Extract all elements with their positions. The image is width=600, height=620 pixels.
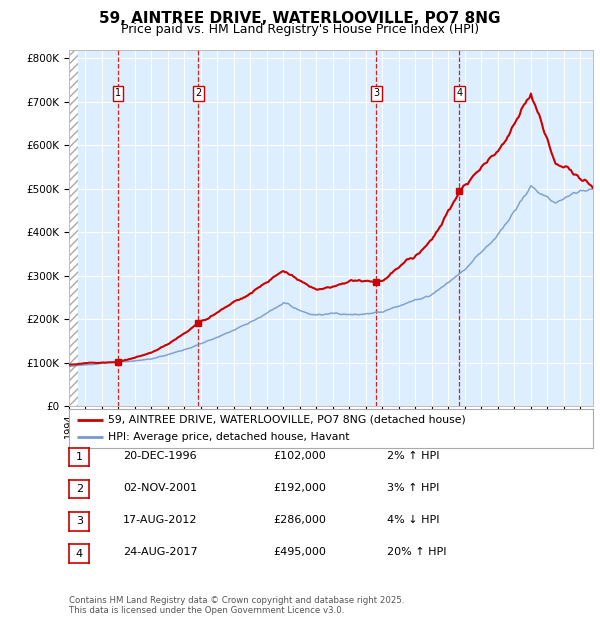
Text: 59, AINTREE DRIVE, WATERLOOVILLE, PO7 8NG (detached house): 59, AINTREE DRIVE, WATERLOOVILLE, PO7 8N… — [108, 415, 466, 425]
Text: 02-NOV-2001: 02-NOV-2001 — [123, 483, 197, 493]
Text: 20-DEC-1996: 20-DEC-1996 — [123, 451, 197, 461]
Text: 1: 1 — [115, 88, 121, 98]
Text: Contains HM Land Registry data © Crown copyright and database right 2025.
This d: Contains HM Land Registry data © Crown c… — [69, 596, 404, 615]
Bar — [69, 50, 78, 406]
Text: £495,000: £495,000 — [273, 547, 326, 557]
Text: 3% ↑ HPI: 3% ↑ HPI — [387, 483, 439, 493]
Text: 2: 2 — [195, 88, 202, 98]
Text: 3: 3 — [373, 88, 379, 98]
Text: HPI: Average price, detached house, Havant: HPI: Average price, detached house, Hava… — [108, 432, 350, 442]
Text: 4% ↓ HPI: 4% ↓ HPI — [387, 515, 439, 525]
Text: £102,000: £102,000 — [273, 451, 326, 461]
Text: 3: 3 — [76, 516, 83, 526]
Text: 4: 4 — [456, 88, 462, 98]
Text: 4: 4 — [76, 549, 83, 559]
Text: 59, AINTREE DRIVE, WATERLOOVILLE, PO7 8NG: 59, AINTREE DRIVE, WATERLOOVILLE, PO7 8N… — [99, 11, 501, 26]
Text: 24-AUG-2017: 24-AUG-2017 — [123, 547, 197, 557]
Text: Price paid vs. HM Land Registry's House Price Index (HPI): Price paid vs. HM Land Registry's House … — [121, 23, 479, 36]
Text: £192,000: £192,000 — [273, 483, 326, 493]
Text: 2: 2 — [76, 484, 83, 494]
Text: 2% ↑ HPI: 2% ↑ HPI — [387, 451, 439, 461]
Text: 20% ↑ HPI: 20% ↑ HPI — [387, 547, 446, 557]
Text: £286,000: £286,000 — [273, 515, 326, 525]
Text: 1: 1 — [76, 452, 83, 462]
Text: 17-AUG-2012: 17-AUG-2012 — [123, 515, 197, 525]
